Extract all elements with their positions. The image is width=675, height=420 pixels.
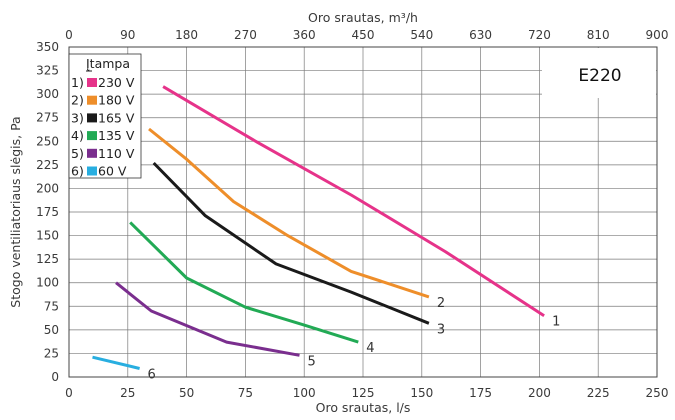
x2-tick-label: 270 xyxy=(234,28,257,42)
curve-label-5: 5 xyxy=(307,354,315,369)
x2-tick-label: 810 xyxy=(587,28,610,42)
y-tick-label: 350 xyxy=(36,40,59,54)
x2-tick-label: 900 xyxy=(646,28,669,42)
y-axis-title: Stogo ventiliatoriaus slėgis, Pa xyxy=(8,116,23,307)
y-tick-label: 100 xyxy=(36,276,59,290)
curve-label-4: 4 xyxy=(366,341,374,356)
model-label: E220 xyxy=(578,66,621,86)
legend-box xyxy=(68,53,142,179)
y-tick-label: 150 xyxy=(36,229,59,243)
legend-entry-label: 135 V xyxy=(98,128,135,143)
y-tick-label: 175 xyxy=(36,205,59,219)
curve-2 xyxy=(148,127,430,299)
y-tick-label: 25 xyxy=(44,346,59,360)
curve-5 xyxy=(115,281,300,357)
legend-swatch xyxy=(87,166,97,176)
y-tick-label: 125 xyxy=(36,252,59,266)
legend-swatch xyxy=(87,95,97,105)
y-tick-label: 0 xyxy=(51,370,59,384)
x2-tick-label: 180 xyxy=(175,28,198,42)
legend-entries: 1) 230 V 2) 180 V 3) 165 V 4) 135 V 5) 110 V 6) 60… xyxy=(71,75,135,179)
x-tick-label: 125 xyxy=(352,386,375,400)
legend-entry-number: 5) xyxy=(71,146,84,161)
x2-tick-label: 630 xyxy=(469,28,492,42)
legend: Įtampa 1) 230 V 2) 180 V 3) 165 V 4) 135 V 5) 110… xyxy=(68,53,142,179)
x-tick-label: 225 xyxy=(587,386,610,400)
x2-tick-label: 360 xyxy=(293,28,316,42)
y-tick-label: 50 xyxy=(44,323,59,337)
y-tick-label: 250 xyxy=(36,134,59,148)
top-axis-title: Oro srautas, m³/h xyxy=(308,10,418,25)
legend-entry-number: 6) xyxy=(71,164,84,179)
y-tick-label: 275 xyxy=(36,111,59,125)
curve-3 xyxy=(152,161,430,325)
performance-curves: 1 2 3 4 5 6 xyxy=(92,85,560,383)
model-label-box xyxy=(542,48,656,98)
legend-entry-label: 165 V xyxy=(98,110,135,125)
x-tick-label: 50 xyxy=(179,386,194,400)
curve-label-6: 6 xyxy=(148,368,156,383)
legend-entry-number: 4) xyxy=(71,128,84,143)
legend-title: Įtampa xyxy=(86,56,130,71)
x2-tick-label: 90 xyxy=(120,28,135,42)
y-tick-label: 200 xyxy=(36,181,59,195)
legend-swatch xyxy=(87,131,97,141)
axis-ticks: 0255075100125150175200225250275300325350… xyxy=(36,28,668,400)
x2-tick-label: 450 xyxy=(352,28,375,42)
x2-tick-label: 540 xyxy=(410,28,433,42)
legend-entry-number: 3) xyxy=(71,110,84,125)
y-tick-label: 325 xyxy=(36,64,59,78)
x2-tick-label: 720 xyxy=(528,28,551,42)
x-tick-label: 150 xyxy=(410,386,433,400)
legend-swatch xyxy=(87,113,97,123)
legend-swatch xyxy=(87,148,97,158)
legend-entry-label: 180 V xyxy=(98,93,135,108)
y-tick-label: 300 xyxy=(36,87,59,101)
plot-frame xyxy=(68,46,658,378)
curve-6 xyxy=(92,355,140,370)
x-tick-label: 100 xyxy=(293,386,316,400)
x-tick-label: 75 xyxy=(238,386,253,400)
x-tick-label: 175 xyxy=(469,386,492,400)
y-tick-label: 75 xyxy=(44,299,59,313)
curve-label-3: 3 xyxy=(437,322,445,337)
legend-entry-label: 110 V xyxy=(98,146,135,161)
legend-entry-label: 60 V xyxy=(98,164,127,179)
legend-entry-number: 2) xyxy=(71,93,84,108)
legend-entry-label: 230 V xyxy=(98,75,135,90)
curve-1 xyxy=(162,85,545,317)
y-tick-label: 225 xyxy=(36,158,59,172)
x2-tick-label: 0 xyxy=(65,28,73,42)
curve-4 xyxy=(129,221,359,344)
bottom-axis-title: Oro srautas, l/s xyxy=(316,400,411,415)
curve-label-2: 2 xyxy=(437,296,445,311)
x-tick-label: 0 xyxy=(65,386,73,400)
x-tick-label: 25 xyxy=(120,386,135,400)
x-tick-label: 250 xyxy=(646,386,669,400)
x-tick-label: 200 xyxy=(528,386,551,400)
legend-swatch xyxy=(87,78,97,87)
legend-entry-number: 1) xyxy=(71,75,84,90)
curve-label-1: 1 xyxy=(552,315,560,330)
